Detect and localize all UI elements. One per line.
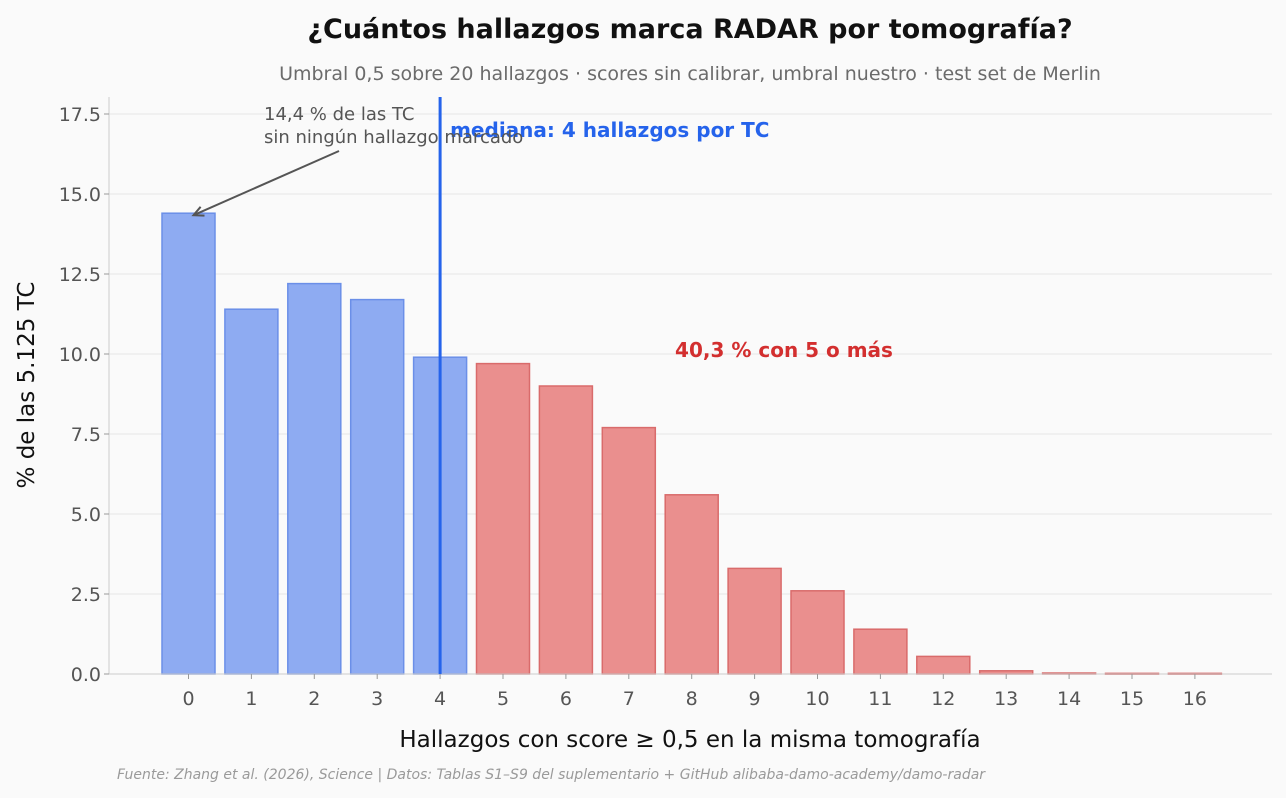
share-label: 40,3 % con 5 o más	[675, 338, 893, 362]
axes	[108, 97, 1272, 675]
bar	[853, 628, 908, 675]
x-tick-label: 0	[182, 688, 194, 710]
x-tick-label: 9	[749, 688, 761, 710]
bar	[790, 590, 845, 675]
x-tick-label: 10	[805, 688, 829, 710]
bars	[161, 212, 1223, 675]
bar	[287, 282, 342, 675]
annotation-zero-line2: sin ningún hallazgo marcado	[264, 127, 523, 148]
bar	[349, 298, 405, 675]
x-tick-label: 15	[1120, 688, 1144, 710]
x-ticks: 0 1 2 3 4 5 6 7 8 9 10 11 12 13 14 15 16	[182, 674, 1207, 710]
bar	[601, 426, 657, 675]
x-tick-label: 1	[245, 688, 257, 710]
y-axis-label: % de las 5.125 TC	[14, 282, 40, 489]
y-tick-label: 2.5	[71, 584, 101, 606]
median-label: mediana: 4 hallazgos por TC	[450, 118, 769, 142]
y-tick-label: 0.0	[71, 664, 101, 686]
chart-title: ¿Cuántos hallazgos marca RADAR por tomog…	[307, 14, 1072, 45]
x-tick-label: 12	[931, 688, 955, 710]
x-tick-label: 2	[308, 688, 320, 710]
x-axis-label: Hallazgos con score ≥ 0,5 en la misma to…	[399, 727, 980, 753]
x-tick-label: 13	[994, 688, 1018, 710]
bar	[916, 655, 971, 675]
x-tick-label: 6	[560, 688, 572, 710]
x-tick-label: 5	[497, 688, 509, 710]
y-tick-label: 10.0	[59, 344, 101, 366]
chart-subtitle: Umbral 0,5 sobre 20 hallazgos · scores s…	[279, 63, 1101, 85]
x-tick-label: 11	[868, 688, 892, 710]
y-ticks: 0.0 2.5 5.0 7.5 10.0 12.5 15.0 17.5	[59, 104, 109, 686]
y-tick-label: 17.5	[59, 104, 101, 126]
source-note: Fuente: Zhang et al. (2026), Science | D…	[117, 767, 986, 783]
x-tick-label: 4	[434, 688, 446, 710]
x-tick-label: 8	[686, 688, 698, 710]
y-tick-label: 7.5	[71, 424, 101, 446]
x-tick-label: 7	[623, 688, 635, 710]
y-tick-label: 15.0	[59, 184, 101, 206]
bar	[224, 308, 279, 675]
x-tick-label: 16	[1183, 688, 1207, 710]
x-tick-label: 3	[371, 688, 383, 710]
y-tick-label: 5.0	[71, 504, 101, 526]
bar	[727, 567, 782, 675]
annotation-arrowhead	[191, 206, 205, 217]
bar	[475, 362, 531, 675]
bar	[161, 212, 216, 675]
bar	[664, 494, 719, 675]
y-tick-label: 12.5	[59, 264, 101, 286]
annotation-zero-line1: 14,4 % de las TC	[264, 104, 415, 125]
annotation-zero: 14,4 % de las TC sin ningún hallazgo mar…	[191, 104, 523, 217]
bar	[538, 385, 594, 675]
x-tick-label: 14	[1057, 688, 1081, 710]
annotation-arrow	[193, 150, 340, 217]
